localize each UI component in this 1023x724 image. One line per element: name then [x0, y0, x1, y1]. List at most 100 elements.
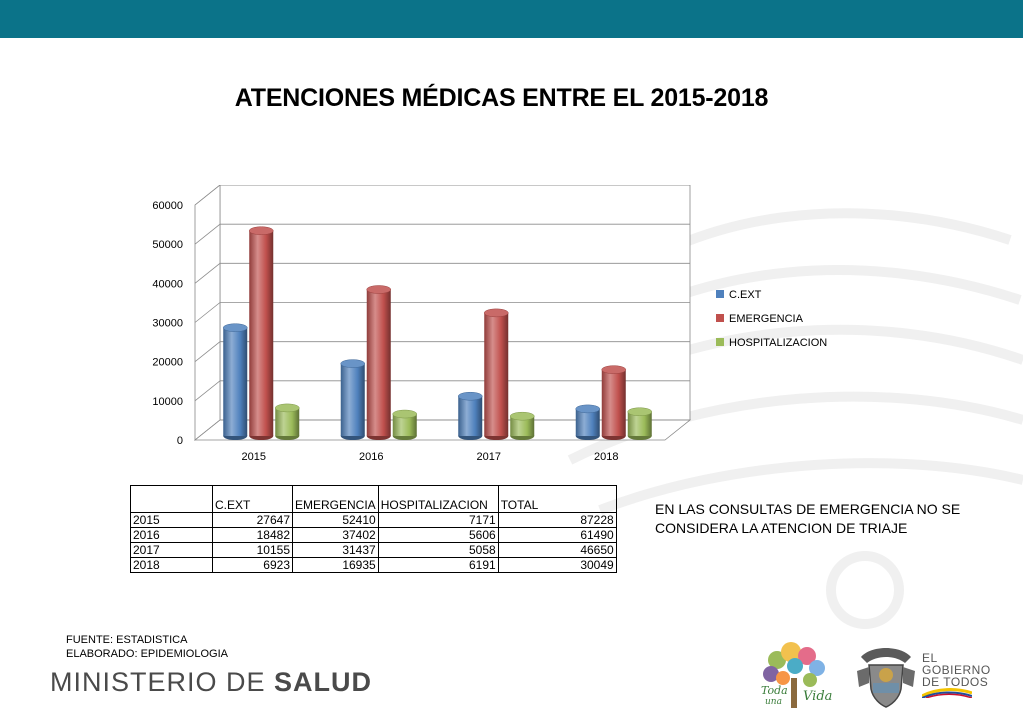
bar-body	[392, 414, 417, 436]
table-cell: 18482	[212, 527, 293, 543]
table-cell: 31437	[292, 542, 379, 558]
bar	[575, 404, 600, 440]
note-text: EN LAS CONSULTAS DE EMERGENCIA NO SE CON…	[655, 501, 961, 536]
bar-top	[627, 407, 652, 417]
ministry-logo-text: MINISTERIO DE SALUD	[50, 667, 372, 698]
table-cell: 52410	[292, 512, 379, 528]
table-cell: 6191	[377, 557, 499, 573]
bar	[392, 409, 417, 440]
table-header-cext: C.EXT	[212, 485, 293, 513]
bar	[366, 285, 391, 440]
table-header-row: C.EXT EMERGENCIA HOSPITALIZACION TOTAL	[130, 485, 617, 513]
table-cell: 16935	[292, 557, 379, 573]
bar	[484, 308, 509, 440]
source-block: FUENTE: ESTADISTICA ELABORADO: EPIDEMIOL…	[66, 633, 228, 661]
gobierno-line-3: DE TODOS	[922, 675, 989, 689]
y-tick-label: 20000	[152, 357, 183, 369]
bar	[223, 323, 248, 440]
logo-word-toda: Toda	[761, 684, 788, 697]
bar-top	[249, 226, 274, 235]
bar	[601, 365, 626, 440]
bar-top	[484, 308, 509, 318]
y-tick-label: 30000	[152, 318, 183, 330]
bar	[510, 411, 535, 440]
bar-body	[340, 363, 365, 436]
logo-word-una: una	[765, 697, 782, 707]
legend-swatch	[716, 290, 724, 298]
table-cell-year: 2016	[130, 527, 213, 543]
toda-una-vida-logo: Toda una Vida	[761, 642, 832, 708]
bar	[275, 403, 300, 440]
table-header-hospitalizacion: HOSPITALIZACION	[377, 485, 499, 513]
bar-body	[223, 327, 248, 436]
legend-swatch	[716, 314, 724, 322]
table-header-corner	[130, 485, 213, 513]
bar-body	[366, 289, 391, 436]
top-banner	[0, 0, 1023, 38]
table-cell-year: 2017	[130, 542, 213, 558]
coat-of-arms-icon	[857, 648, 915, 708]
flag-stripe-icon	[921, 688, 973, 699]
gridline	[194, 262, 690, 284]
gobierno-logo-text: EL GOBIERNO DE TODOS	[921, 651, 991, 700]
table-header-total: TOTAL	[497, 485, 617, 513]
bar	[627, 407, 652, 440]
bar-top	[392, 409, 417, 419]
table-cell-total: 61490	[497, 527, 617, 543]
table-cell: 6923	[212, 557, 293, 573]
table-cell-year: 2018	[130, 557, 213, 573]
ministry-prefix: MINISTERIO DE	[50, 667, 275, 697]
bar	[340, 359, 365, 440]
legend-label: HOSPITALIZACION	[729, 337, 827, 349]
gridline	[194, 302, 690, 323]
source-text: FUENTE: ESTADISTICA	[66, 634, 188, 646]
bar-top	[223, 323, 248, 332]
bar-top	[510, 411, 535, 421]
bar-top	[275, 403, 300, 413]
table-cell-total: 46650	[497, 542, 617, 558]
y-tick-label: 60000	[152, 200, 183, 212]
bar-top	[458, 391, 483, 401]
table-cell-year: 2015	[130, 512, 213, 528]
table-cell: 27647	[212, 512, 293, 528]
table-cell-total: 87228	[497, 512, 617, 528]
bar	[458, 391, 483, 440]
legend-swatch	[716, 338, 724, 346]
table-row: 2017 10155 31437 5058 46650	[130, 542, 617, 558]
bar-body	[575, 408, 600, 436]
gridline	[194, 185, 690, 206]
table-cell: 5606	[377, 527, 499, 543]
y-tick-label: 0	[177, 435, 183, 447]
legend-label: C.EXT	[729, 289, 762, 301]
bar-top	[340, 359, 365, 368]
bar-top	[601, 365, 626, 374]
table-cell: 10155	[212, 542, 293, 558]
bar-body	[601, 369, 626, 436]
y-tick-label: 40000	[152, 278, 183, 290]
table-cell-total: 30049	[497, 557, 617, 573]
bar-body	[458, 396, 483, 436]
table-row: 2016 18482 37402 5606 61490	[130, 527, 617, 543]
bar-body	[510, 416, 535, 436]
table-cell: 37402	[292, 527, 379, 543]
table-row: 2015 27647 52410 7171 87228	[130, 512, 617, 528]
bar	[249, 226, 274, 440]
x-tick-label: 2016	[359, 451, 383, 463]
x-tick-label: 2017	[477, 451, 501, 463]
y-tick-label: 10000	[152, 396, 183, 408]
table-cell: 5058	[377, 542, 499, 558]
logo-word-vida: Vida	[803, 689, 832, 704]
bar-body	[275, 407, 300, 436]
gridline	[194, 223, 690, 245]
x-tick-label: 2015	[242, 451, 266, 463]
gobierno-line-1: EL	[922, 651, 938, 665]
bar-body	[484, 312, 509, 436]
data-table: C.EXT EMERGENCIA HOSPITALIZACION TOTAL 2…	[130, 485, 617, 573]
gridline	[194, 341, 690, 362]
bar-top	[366, 285, 391, 294]
gridline	[194, 380, 690, 402]
bar-chart: 0 10000 20000 30000 40000 50000 60000 2015 2016…	[152, 185, 827, 463]
bar-body	[249, 230, 274, 436]
table-cell: 7171	[377, 512, 499, 528]
ministry-bold: SALUD	[274, 667, 373, 697]
